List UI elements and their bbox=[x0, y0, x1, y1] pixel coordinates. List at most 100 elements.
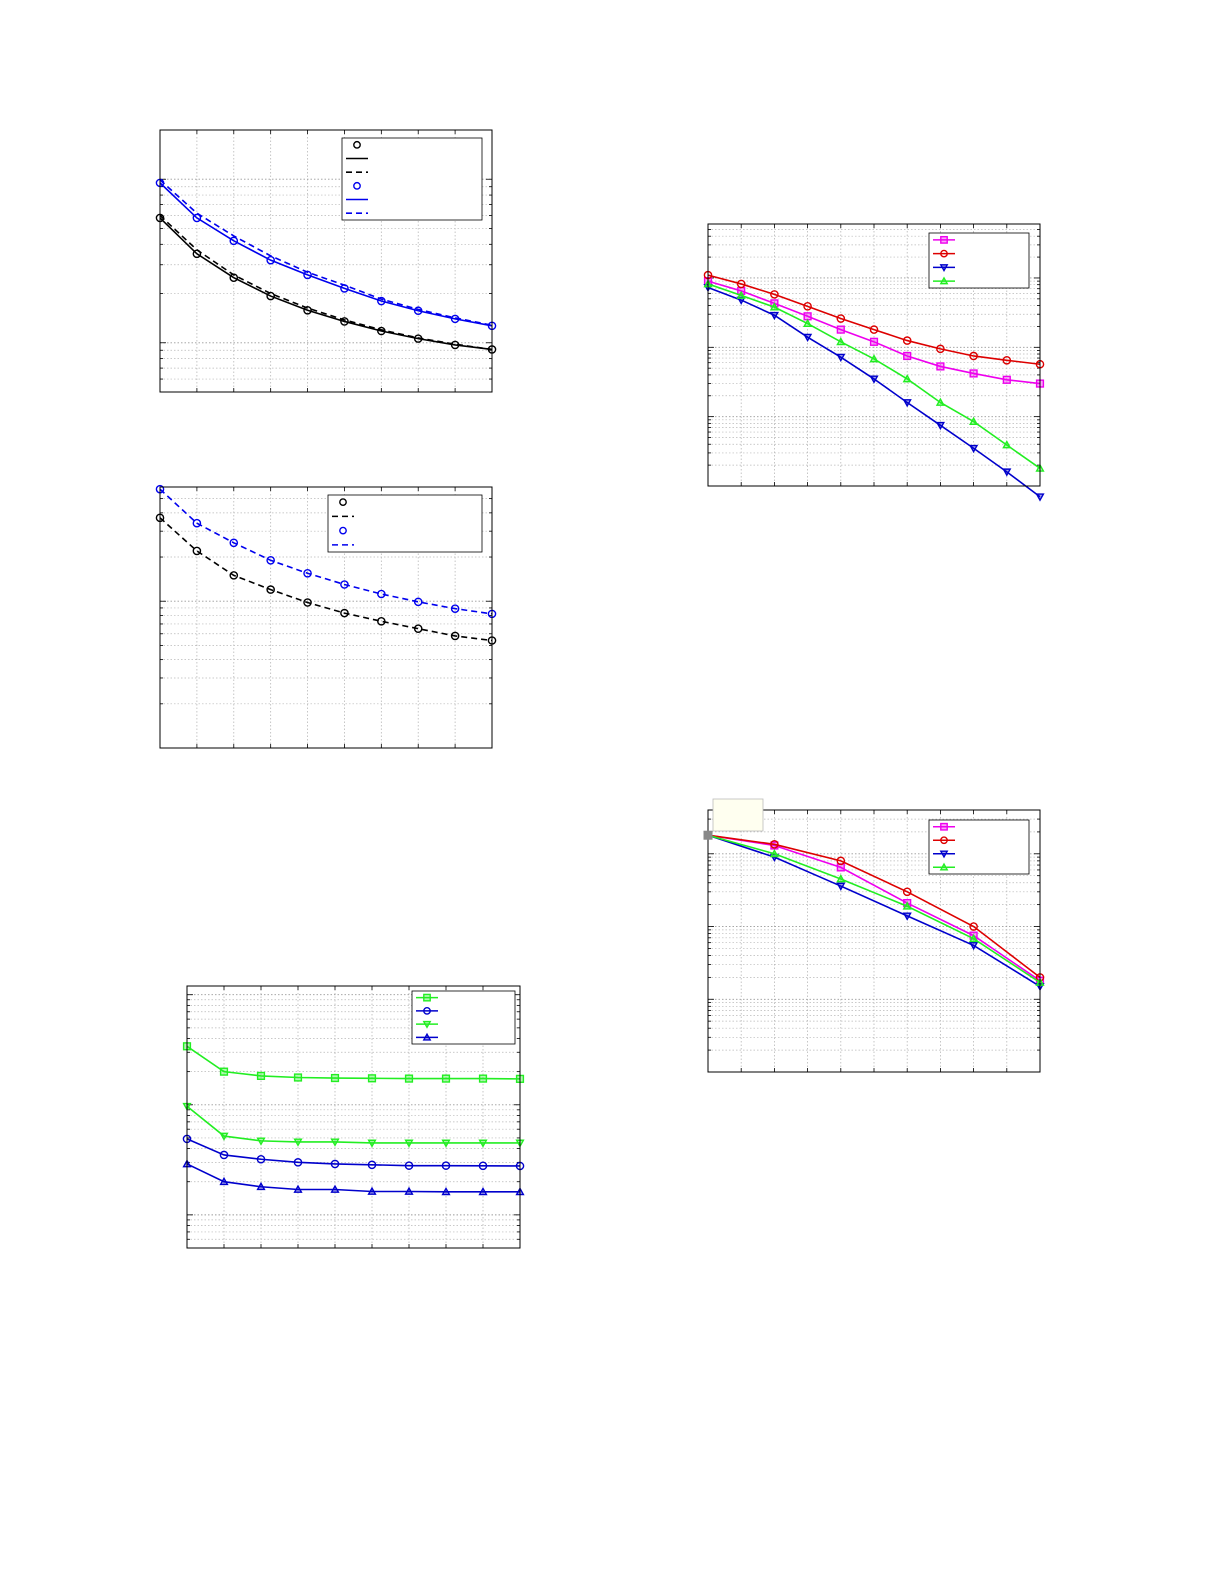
data-point bbox=[441, 1186, 451, 1196]
data-point bbox=[293, 1073, 303, 1082]
data-point bbox=[836, 314, 846, 323]
series-6 bbox=[159, 179, 493, 327]
data-point bbox=[219, 1176, 229, 1186]
data-point bbox=[367, 1186, 377, 1195]
data-point bbox=[902, 374, 912, 383]
legend-swatch-marker bbox=[422, 1032, 432, 1041]
data-point bbox=[869, 337, 879, 346]
chart-panel-3 bbox=[182, 985, 525, 1249]
data-point bbox=[478, 1161, 488, 1171]
legend-swatch-marker bbox=[423, 993, 431, 1002]
series-line bbox=[707, 834, 1041, 984]
data-point bbox=[803, 302, 812, 311]
data-point bbox=[1002, 468, 1012, 477]
axes-frame bbox=[159, 129, 493, 393]
series-line bbox=[707, 286, 1041, 498]
data-point bbox=[266, 556, 275, 565]
data-point bbox=[969, 941, 979, 951]
legend-swatch-marker bbox=[339, 498, 347, 507]
legend-swatch-marker bbox=[353, 181, 361, 190]
data-point bbox=[330, 1073, 340, 1083]
data-point bbox=[441, 1161, 451, 1170]
legend bbox=[327, 494, 483, 553]
data-point bbox=[1002, 355, 1012, 365]
data-point bbox=[935, 421, 945, 431]
data-point bbox=[902, 912, 912, 921]
data-point bbox=[256, 1071, 266, 1081]
data-point bbox=[229, 236, 239, 246]
data-point bbox=[404, 1186, 414, 1195]
data-point bbox=[219, 1067, 229, 1076]
series-2 bbox=[159, 517, 493, 642]
data-point bbox=[869, 375, 879, 384]
data-point bbox=[340, 317, 349, 326]
data-point bbox=[969, 351, 978, 361]
data-point bbox=[936, 362, 945, 371]
data-point bbox=[330, 1184, 340, 1193]
data-point bbox=[303, 598, 312, 607]
data-point bbox=[478, 1186, 488, 1196]
series-line bbox=[186, 1163, 520, 1193]
data-point bbox=[902, 887, 912, 897]
legend-swatch-marker bbox=[939, 850, 949, 859]
data-point bbox=[219, 1150, 229, 1160]
data-point bbox=[330, 1138, 340, 1147]
data-point bbox=[441, 1074, 451, 1083]
series-2 bbox=[159, 217, 493, 351]
legend-swatch-marker bbox=[939, 276, 949, 285]
data-point bbox=[367, 1160, 377, 1170]
data-point bbox=[229, 538, 239, 548]
data-point bbox=[836, 882, 846, 891]
series-3 bbox=[159, 214, 493, 351]
legend-swatch-marker bbox=[939, 862, 949, 871]
data-point bbox=[219, 1132, 229, 1141]
series-line bbox=[186, 1045, 521, 1080]
series-line bbox=[186, 1138, 521, 1167]
data-point bbox=[340, 580, 349, 589]
data-point bbox=[736, 296, 746, 305]
series-line bbox=[707, 834, 1041, 988]
data-point bbox=[869, 325, 879, 334]
legend-swatch-marker bbox=[423, 1006, 431, 1015]
series-line bbox=[159, 517, 493, 642]
data-point bbox=[769, 311, 779, 321]
data-point bbox=[969, 416, 979, 425]
data-point bbox=[256, 1181, 266, 1191]
data-point bbox=[256, 1137, 266, 1146]
legend-swatch-marker bbox=[939, 264, 949, 273]
data-point bbox=[293, 1184, 303, 1193]
data-point bbox=[770, 290, 779, 299]
series-line bbox=[159, 179, 493, 327]
data-point bbox=[404, 1074, 414, 1083]
legend-swatch-marker bbox=[940, 249, 948, 258]
series-2 bbox=[182, 1134, 525, 1171]
series-line bbox=[159, 217, 493, 351]
series-4 bbox=[182, 1159, 525, 1196]
axes-frame bbox=[159, 486, 493, 749]
data-point bbox=[192, 213, 202, 223]
data-point bbox=[293, 1158, 303, 1167]
data-point bbox=[936, 344, 945, 354]
legend-box bbox=[327, 494, 483, 553]
series-line bbox=[159, 182, 493, 327]
series-line bbox=[159, 488, 493, 615]
data-point bbox=[367, 1139, 377, 1148]
series-4 bbox=[159, 488, 493, 615]
data-point bbox=[192, 546, 202, 556]
data-point bbox=[769, 302, 779, 311]
data-point bbox=[736, 290, 746, 299]
data-point bbox=[770, 840, 779, 849]
data-point bbox=[902, 336, 912, 345]
data-point bbox=[969, 922, 978, 931]
data-point bbox=[367, 1074, 377, 1083]
legend bbox=[928, 232, 1030, 289]
chart-panel-2 bbox=[155, 484, 497, 749]
data-point bbox=[404, 1139, 414, 1148]
data-point bbox=[836, 336, 846, 346]
legend bbox=[411, 990, 516, 1045]
legend-box bbox=[928, 819, 1030, 875]
data-point bbox=[192, 518, 202, 528]
legend-box bbox=[341, 137, 483, 221]
chart-panel-5 bbox=[703, 798, 1045, 1073]
data-point bbox=[903, 351, 912, 361]
